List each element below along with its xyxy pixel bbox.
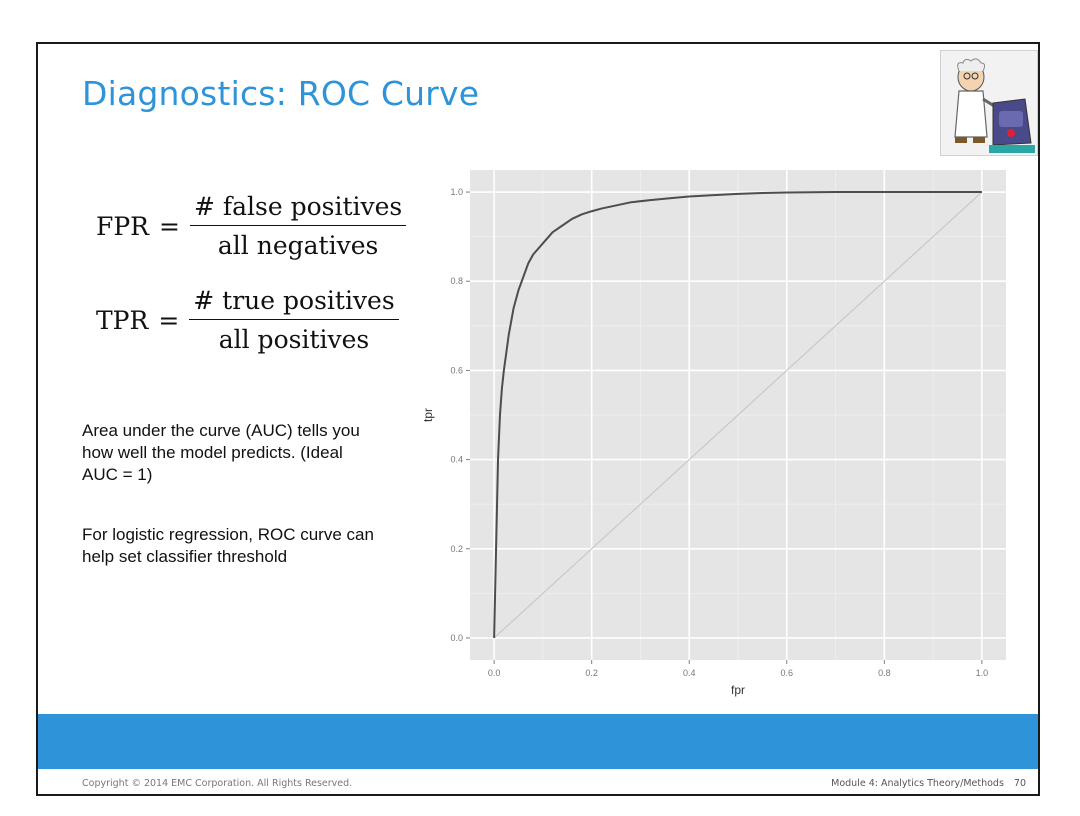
slide-frame: Diagnostics: ROC Curve FPR = # false pos…: [36, 42, 1040, 796]
tpr-numerator: # true positives: [189, 286, 399, 320]
slide-title: Diagnostics: ROC Curve: [82, 74, 480, 113]
y-tick-label: 0.0: [450, 633, 463, 643]
fpr-formula: FPR = # false positives all negatives: [96, 192, 407, 260]
y-tick-label: 0.8: [450, 276, 463, 286]
y-axis-label: tpr: [421, 408, 435, 422]
blue-footer-bar: [38, 714, 1038, 769]
x-tick-label: 0.2: [585, 668, 598, 678]
fpr-numerator: # false positives: [189, 192, 407, 226]
x-tick-label: 0.4: [683, 668, 696, 678]
x-axis-label: fpr: [731, 683, 745, 697]
scientist-illustration-icon: [940, 50, 1038, 156]
fpr-label: FPR: [96, 211, 149, 241]
module-footer: Module 4: Analytics Theory/Methods 70: [831, 778, 1026, 789]
fpr-fraction: # false positives all negatives: [189, 192, 407, 260]
diagonal-reference-line: [493, 191, 983, 639]
module-label: Module 4: Analytics Theory/Methods: [831, 778, 1004, 789]
y-tick-label: 0.2: [450, 544, 463, 554]
x-tick-label: 0.8: [878, 668, 891, 678]
auc-paragraph: Area under the curve (AUC) tells you how…: [82, 421, 360, 484]
roc-curve-line: [493, 191, 982, 638]
x-tick-label: 1.0: [976, 668, 989, 678]
threshold-paragraph: For logistic regression, ROC curve can h…: [82, 525, 374, 566]
tpr-label: TPR: [96, 305, 149, 335]
x-tick-label: 0.0: [488, 668, 501, 678]
tpr-denominator: all positives: [218, 325, 370, 354]
scientist-illustration-svg: [941, 51, 1037, 155]
y-tick-label: 1.0: [450, 187, 463, 197]
equals-sign: =: [159, 211, 180, 241]
equals-sign: =: [158, 305, 180, 335]
x-tick-label: 0.6: [781, 668, 794, 678]
copyright-text: Copyright © 2014 EMC Corporation. All Ri…: [82, 778, 353, 789]
page-number: 70: [1013, 778, 1026, 789]
y-tick-label: 0.4: [450, 455, 463, 465]
tpr-fraction: # true positives all positives: [189, 286, 399, 354]
fpr-denominator: all negatives: [217, 231, 379, 260]
y-tick-label: 0.6: [450, 365, 463, 375]
roc-chart: 0.0 0.2 0.4 0.6 0.8 1.0 0.0 0.2 0.4 0.6 0.8 1.0 fpr t…: [421, 170, 1006, 697]
tpr-formula: TPR = # true positives all positives: [96, 286, 399, 354]
